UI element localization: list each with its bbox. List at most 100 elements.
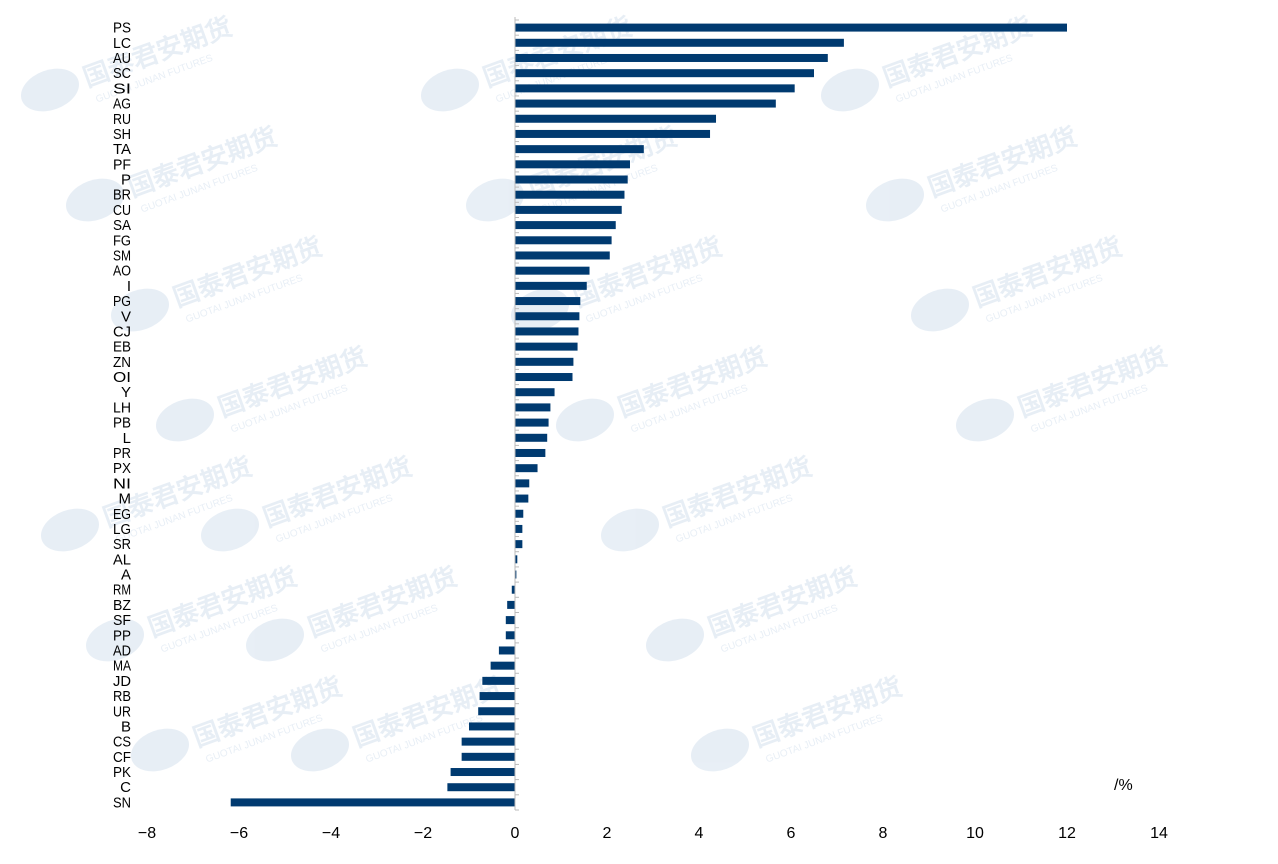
category-label: SH bbox=[113, 126, 131, 143]
category-label: RB bbox=[113, 688, 131, 705]
category-label: AD bbox=[113, 642, 131, 659]
category-label: SI bbox=[113, 80, 131, 97]
category-label: PR bbox=[113, 445, 131, 462]
x-tick-label: −2 bbox=[414, 825, 432, 842]
bar-UR bbox=[478, 707, 515, 716]
bar-L bbox=[515, 433, 548, 442]
category-label: PB bbox=[113, 415, 131, 432]
category-label: AL bbox=[113, 551, 131, 568]
category-label: AU bbox=[113, 50, 131, 67]
category-label: I bbox=[127, 278, 131, 295]
x-tick-label: 14 bbox=[1150, 825, 1168, 842]
bar-SI bbox=[515, 84, 795, 93]
category-label: NI bbox=[113, 475, 131, 492]
category-label: PG bbox=[113, 293, 131, 310]
bar-FG bbox=[515, 236, 612, 245]
bar-AL bbox=[515, 555, 518, 564]
bar-A bbox=[515, 570, 517, 579]
x-tick-label: 10 bbox=[966, 825, 984, 842]
bar-LC bbox=[515, 38, 844, 47]
category-label: SN bbox=[113, 794, 131, 811]
category-label: LH bbox=[113, 399, 131, 416]
category-label: RU bbox=[113, 111, 131, 128]
category-label: LG bbox=[113, 521, 131, 538]
bar-PR bbox=[515, 448, 546, 457]
category-label: LC bbox=[113, 35, 131, 52]
category-label: A bbox=[121, 567, 131, 584]
bar-PG bbox=[515, 297, 581, 306]
category-label: P bbox=[121, 172, 131, 189]
category-label: PS bbox=[113, 20, 131, 37]
bar-P bbox=[515, 175, 628, 184]
category-label: SA bbox=[113, 217, 131, 234]
bar-PP bbox=[505, 631, 515, 640]
bar-CS bbox=[461, 737, 515, 746]
category-label: FG bbox=[113, 232, 131, 249]
bar-SA bbox=[515, 221, 616, 230]
category-label: UR bbox=[113, 703, 131, 720]
category-label: PX bbox=[113, 460, 131, 477]
category-label: V bbox=[121, 308, 131, 325]
x-tick-label: −4 bbox=[322, 825, 340, 842]
bar-AG bbox=[515, 99, 776, 108]
bar-B bbox=[469, 722, 515, 731]
bar-AO bbox=[515, 266, 590, 275]
bar-EG bbox=[515, 509, 524, 518]
bar-V bbox=[515, 312, 580, 321]
category-label: BZ bbox=[113, 597, 131, 614]
bar-OI bbox=[515, 373, 573, 382]
bar-AD bbox=[498, 646, 515, 655]
bar-RB bbox=[479, 692, 515, 701]
category-label: SR bbox=[113, 536, 131, 553]
bar-TA bbox=[515, 145, 644, 154]
x-tick-label: −8 bbox=[138, 825, 156, 842]
category-label: OI bbox=[113, 369, 131, 386]
bar-RU bbox=[515, 114, 717, 123]
category-label: EG bbox=[113, 506, 131, 523]
category-label: B bbox=[121, 718, 131, 735]
bar-Y bbox=[515, 388, 555, 397]
x-tick-labels: −8 −6 −4 −2 0 2 4 6 8 10 12 14 bbox=[138, 825, 1168, 842]
unit-label: /% bbox=[1114, 777, 1133, 794]
bar-PB bbox=[515, 418, 549, 427]
bars bbox=[230, 23, 1067, 807]
bar-PX bbox=[515, 464, 538, 473]
x-tick-label: 8 bbox=[879, 825, 888, 842]
bar-PS bbox=[515, 23, 1067, 32]
bar-I bbox=[515, 281, 587, 290]
bar-ZN bbox=[515, 357, 574, 366]
bar-C bbox=[447, 783, 515, 792]
x-tick-label: 0 bbox=[511, 825, 520, 842]
category-label: RM bbox=[113, 582, 131, 599]
category-label: CF bbox=[113, 749, 131, 766]
bar-LH bbox=[515, 403, 551, 412]
x-tick-label: 12 bbox=[1058, 825, 1076, 842]
category-label: EB bbox=[113, 339, 131, 356]
bar-SM bbox=[515, 251, 610, 260]
bar-M bbox=[515, 494, 529, 503]
bar-JD bbox=[482, 676, 515, 685]
category-label: SF bbox=[113, 612, 131, 629]
x-tick-label: −6 bbox=[230, 825, 248, 842]
category-label: TA bbox=[113, 141, 131, 158]
x-tick-label: 2 bbox=[603, 825, 612, 842]
x-tick-label: 6 bbox=[787, 825, 796, 842]
category-label: CJ bbox=[113, 323, 131, 340]
bar-PK bbox=[450, 768, 515, 777]
category-label: PF bbox=[113, 156, 131, 173]
bar-SR bbox=[515, 540, 523, 549]
category-label: C bbox=[120, 779, 131, 796]
category-label: CU bbox=[113, 202, 131, 219]
category-label: MA bbox=[113, 658, 131, 675]
